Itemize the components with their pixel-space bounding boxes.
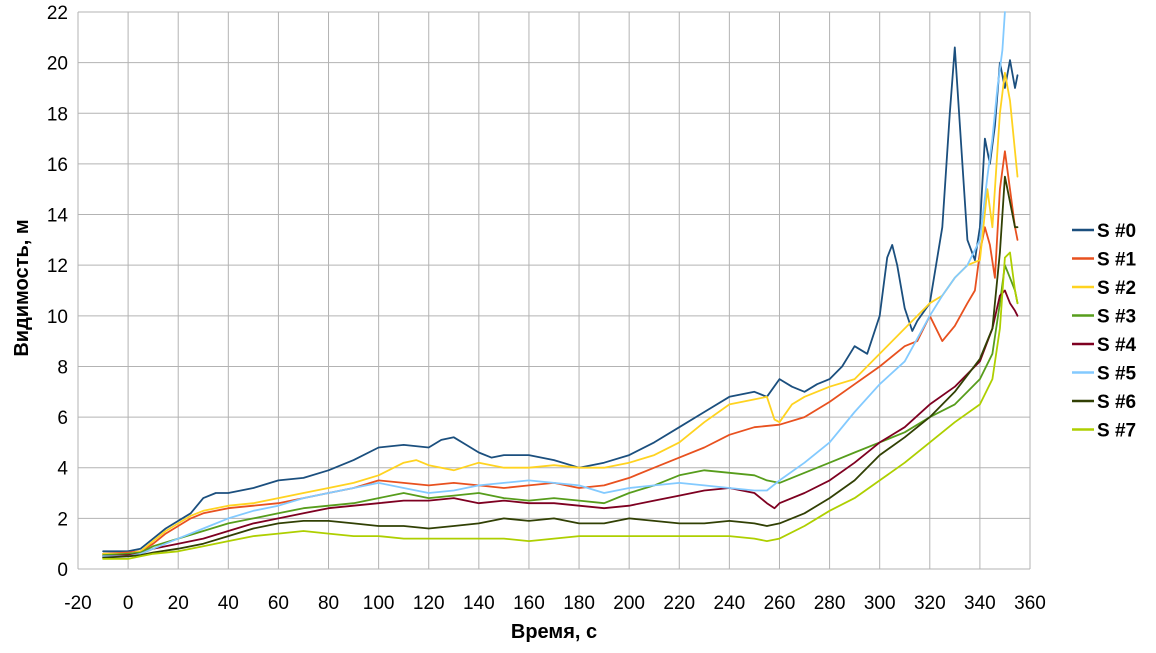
legend-label-3: S #3 (1097, 307, 1136, 328)
series-line-5 (102, 11, 1006, 558)
x-tick-label: 320 (914, 593, 946, 614)
x-tick-label: 200 (613, 593, 645, 614)
legend-label-5: S #5 (1097, 364, 1137, 385)
x-axis-title: Время, с (511, 621, 597, 643)
x-tick-label: 80 (318, 593, 339, 614)
legend: S #0 S #1 S #2 S #3 S #4 S #5 S #6 S #7 (1072, 221, 1137, 442)
x-tick-label: 240 (714, 593, 746, 614)
y-tick-label: 4 (57, 459, 68, 480)
series-line-0 (102, 46, 1019, 553)
x-tick-label: 140 (463, 593, 495, 614)
legend-label-0: S #0 (1097, 221, 1136, 242)
y-tick-label: 12 (47, 256, 68, 277)
x-tick-label: 60 (268, 593, 289, 614)
x-tick-labels: -20 0 20 40 60 80 100 120 140 160 180 200 220 240 260 2… (64, 593, 1046, 614)
grid (77, 11, 1031, 570)
series-line-4 (102, 289, 1019, 558)
y-tick-label: 0 (57, 560, 68, 581)
series-lines (102, 11, 1019, 560)
x-tick-label: 360 (1014, 593, 1046, 614)
legend-label-2: S #2 (1097, 278, 1136, 299)
x-tick-label: 300 (864, 593, 896, 614)
y-tick-label: 14 (47, 206, 69, 227)
y-tick-label: 16 (47, 155, 68, 176)
x-tick-label: 40 (218, 593, 239, 614)
x-tick-label: 160 (513, 593, 545, 614)
x-tick-label: 340 (964, 593, 996, 614)
y-tick-label: 2 (57, 509, 68, 530)
x-tick-label: 20 (168, 593, 189, 614)
series-line-3 (102, 264, 1019, 556)
legend-label-7: S #7 (1097, 421, 1136, 442)
series-line-6 (102, 175, 1019, 559)
x-tick-label: -20 (64, 593, 91, 614)
y-tick-label: 8 (57, 357, 68, 378)
x-tick-label: 280 (814, 593, 846, 614)
y-tick-label: 10 (47, 307, 68, 328)
y-axis-title: Видимость, м (11, 219, 33, 356)
x-tick-label: 220 (663, 593, 695, 614)
y-tick-label: 20 (47, 54, 68, 75)
x-tick-label: 100 (363, 593, 395, 614)
x-tick-label: 260 (764, 593, 796, 614)
x-tick-label: 180 (563, 593, 595, 614)
series-line-1 (102, 150, 1019, 555)
x-tick-label: 0 (123, 593, 134, 614)
y-tick-label: 22 (47, 3, 68, 24)
y-tick-label: 18 (47, 104, 68, 125)
x-tick-label: 120 (413, 593, 445, 614)
series-line-7 (102, 251, 1019, 560)
y-tick-labels: 0 2 4 6 8 10 12 14 16 18 20 22 (47, 3, 69, 581)
y-tick-label: 6 (57, 408, 68, 429)
legend-label-6: S #6 (1097, 392, 1136, 413)
legend-label-4: S #4 (1097, 335, 1137, 356)
legend-label-1: S #1 (1097, 250, 1137, 271)
